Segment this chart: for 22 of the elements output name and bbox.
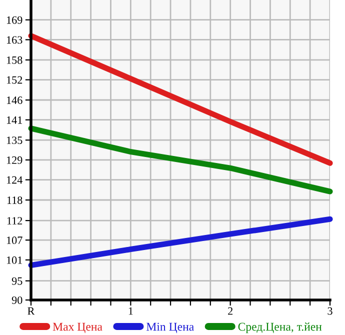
legend-label: Max Цена — [52, 322, 102, 334]
y-tick-label: 107 — [6, 236, 22, 244]
legend-label: Сред.Цена, т.йен — [238, 322, 322, 334]
y-tick-label: 124 — [6, 176, 22, 184]
legend-label: Min Цена — [146, 322, 194, 334]
y-tick-label: 90 — [12, 296, 22, 304]
y-tick-label: 163 — [6, 36, 22, 44]
y-tick-label: 95 — [12, 277, 22, 285]
x-tick-label: 1 — [128, 307, 133, 315]
x-tick-label: 2 — [228, 307, 232, 315]
y-tick-label: 152 — [6, 76, 22, 84]
y-tick-label: 118 — [7, 196, 22, 204]
y-tick-label: 135 — [6, 136, 22, 144]
y-tick-label: 112 — [7, 217, 22, 224]
x-tick-label: 3 — [328, 307, 332, 315]
y-tick-label: 141 — [6, 116, 22, 124]
x-tick-label: R — [28, 307, 35, 315]
y-tick-label: 101 — [6, 256, 22, 264]
y-tick-label: 158 — [6, 56, 22, 64]
y-tick-label: 146 — [6, 96, 22, 104]
y-tick-label: 169 — [6, 16, 22, 24]
y-tick-label: 129 — [6, 156, 22, 164]
